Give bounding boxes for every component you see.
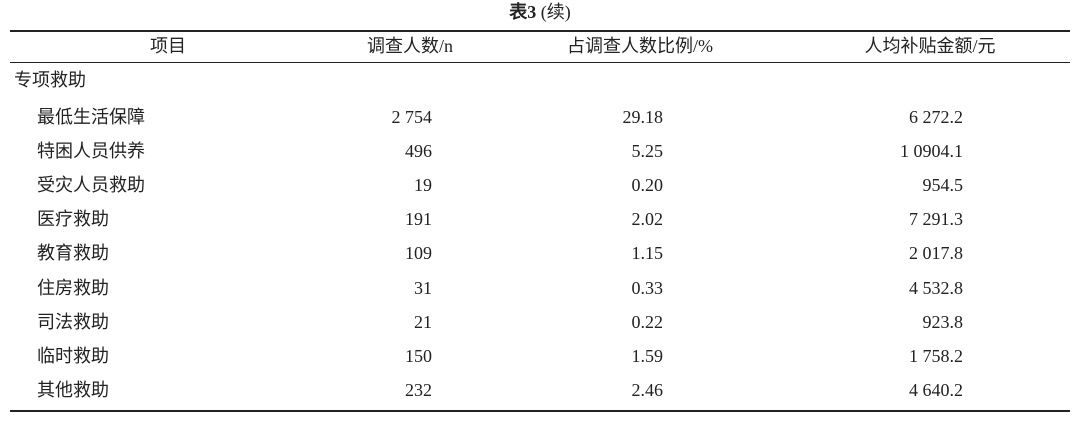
cell-value: 0.33 <box>631 277 664 298</box>
row-label: 教育救助 <box>37 243 109 264</box>
row-label: 其他救助 <box>37 379 109 400</box>
cell-value: 232 <box>405 379 432 400</box>
caption-label: 表3 <box>509 2 537 22</box>
row-label: 受灾人员救助 <box>37 175 145 196</box>
header-cell: 调查人数/n <box>366 36 453 56</box>
header-cell: 人均补贴金额/元 <box>864 36 996 56</box>
cell-value: 2 017.8 <box>909 243 963 264</box>
cell-value: 7 291.3 <box>909 209 963 230</box>
cell-value: 191 <box>405 209 432 230</box>
row-label: 最低生活保障 <box>37 107 145 127</box>
cell-value: 496 <box>405 141 432 162</box>
row-label: 医疗救助 <box>37 209 109 230</box>
bottom-rule <box>10 410 1070 412</box>
section-label: 专项救助 <box>14 70 86 90</box>
cell-value: 2 754 <box>391 107 433 127</box>
row-label: 特困人员供养 <box>37 141 145 162</box>
cell-value: 0.20 <box>631 175 664 196</box>
cell-value: 1 0904.1 <box>900 141 963 162</box>
cell-value: 954.5 <box>922 175 964 196</box>
cell-value: 4 532.8 <box>909 277 963 298</box>
cell-value: 6 272.2 <box>909 107 963 127</box>
header-cell: 占调查人数比例/% <box>567 36 713 56</box>
cell-value: 19 <box>414 175 432 196</box>
row-label: 住房救助 <box>37 277 109 298</box>
row-label: 临时救助 <box>37 345 109 366</box>
cell-value: 0.22 <box>631 311 664 332</box>
table-caption: 表3 (续) <box>0 1 1080 23</box>
cell-value: 150 <box>405 345 432 366</box>
cell-value: 2.02 <box>631 209 664 230</box>
caption-note: (续) <box>540 2 571 22</box>
top-rule <box>10 30 1070 32</box>
cell-value: 1.15 <box>631 243 664 264</box>
cell-value: 1.59 <box>631 345 664 366</box>
cell-value: 109 <box>405 243 432 264</box>
cell-value: 29.18 <box>622 107 664 127</box>
cell-value: 923.8 <box>922 311 964 332</box>
cell-value: 2.46 <box>631 379 664 400</box>
row-label: 司法救助 <box>37 311 109 332</box>
cell-value: 5.25 <box>631 141 664 162</box>
header-rule <box>10 62 1070 63</box>
cell-value: 31 <box>414 277 432 298</box>
cell-value: 21 <box>414 311 432 332</box>
header-cell: 项目 <box>150 36 186 56</box>
cell-value: 1 758.2 <box>909 345 963 366</box>
cell-value: 4 640.2 <box>909 379 963 400</box>
